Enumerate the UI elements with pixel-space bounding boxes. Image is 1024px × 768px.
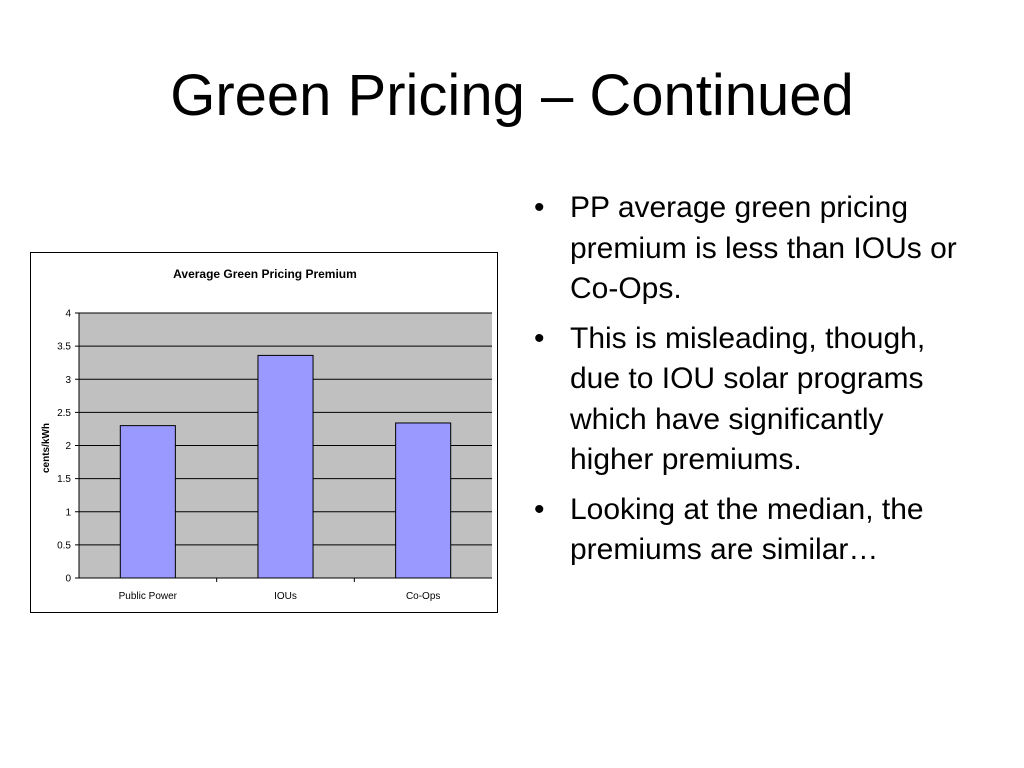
y-tick-label: 0	[65, 574, 71, 585]
slide-title: Green Pricing – Continued	[170, 63, 854, 128]
y-tick-label: 3.5	[57, 342, 71, 353]
bullet-text: Looking at the median, the premiums are …	[570, 492, 924, 567]
bullet-item: • Looking at the median, the premiums ar…	[530, 490, 970, 571]
x-tick-label: Co-Ops	[406, 591, 440, 602]
bullet-item: • PP average green pricing premium is le…	[530, 188, 970, 310]
bullet-glyph: •	[534, 321, 545, 355]
y-tick-label: 3	[65, 375, 71, 386]
x-tick-label: IOUs	[274, 591, 297, 602]
bullet-glyph: •	[534, 492, 545, 526]
bullet-text: This is misleading, though, due to IOU s…	[570, 321, 926, 477]
bar	[395, 422, 452, 579]
bar	[257, 354, 314, 579]
bar-chart: Average Green Pricing Premium 0 0.5 1 1.5 2 2…	[41, 267, 492, 602]
plot-area: 0 0.5 1 1.5 2 2.5 3 3.5 4 Public Power IOUs Co-Ops	[57, 309, 492, 602]
bullet-glyph: •	[534, 191, 545, 224]
chart-title: Average Green Pricing Premium	[173, 267, 357, 281]
y-tick-label: 2.5	[57, 408, 71, 419]
y-tick-label: 1.5	[57, 474, 71, 485]
y-tick-label: 0.5	[57, 540, 71, 551]
y-tick-label: 1	[65, 507, 71, 518]
y-tick-label: 2	[65, 441, 71, 452]
x-tick-label: Public Power	[119, 591, 178, 602]
bullet-item: • This is misleading, though, due to IOU…	[530, 319, 970, 481]
bullet-list: • PP average green pricing premium is le…	[530, 188, 970, 580]
y-axis-label: cents/kWh	[41, 423, 52, 473]
y-tick-label: 4	[65, 309, 71, 320]
bullet-text: PP average green pricing premium is less…	[570, 191, 957, 305]
chart-frame: Average Green Pricing Premium 0 0.5 1 1.5 2 2…	[30, 252, 498, 613]
bar	[119, 425, 176, 579]
